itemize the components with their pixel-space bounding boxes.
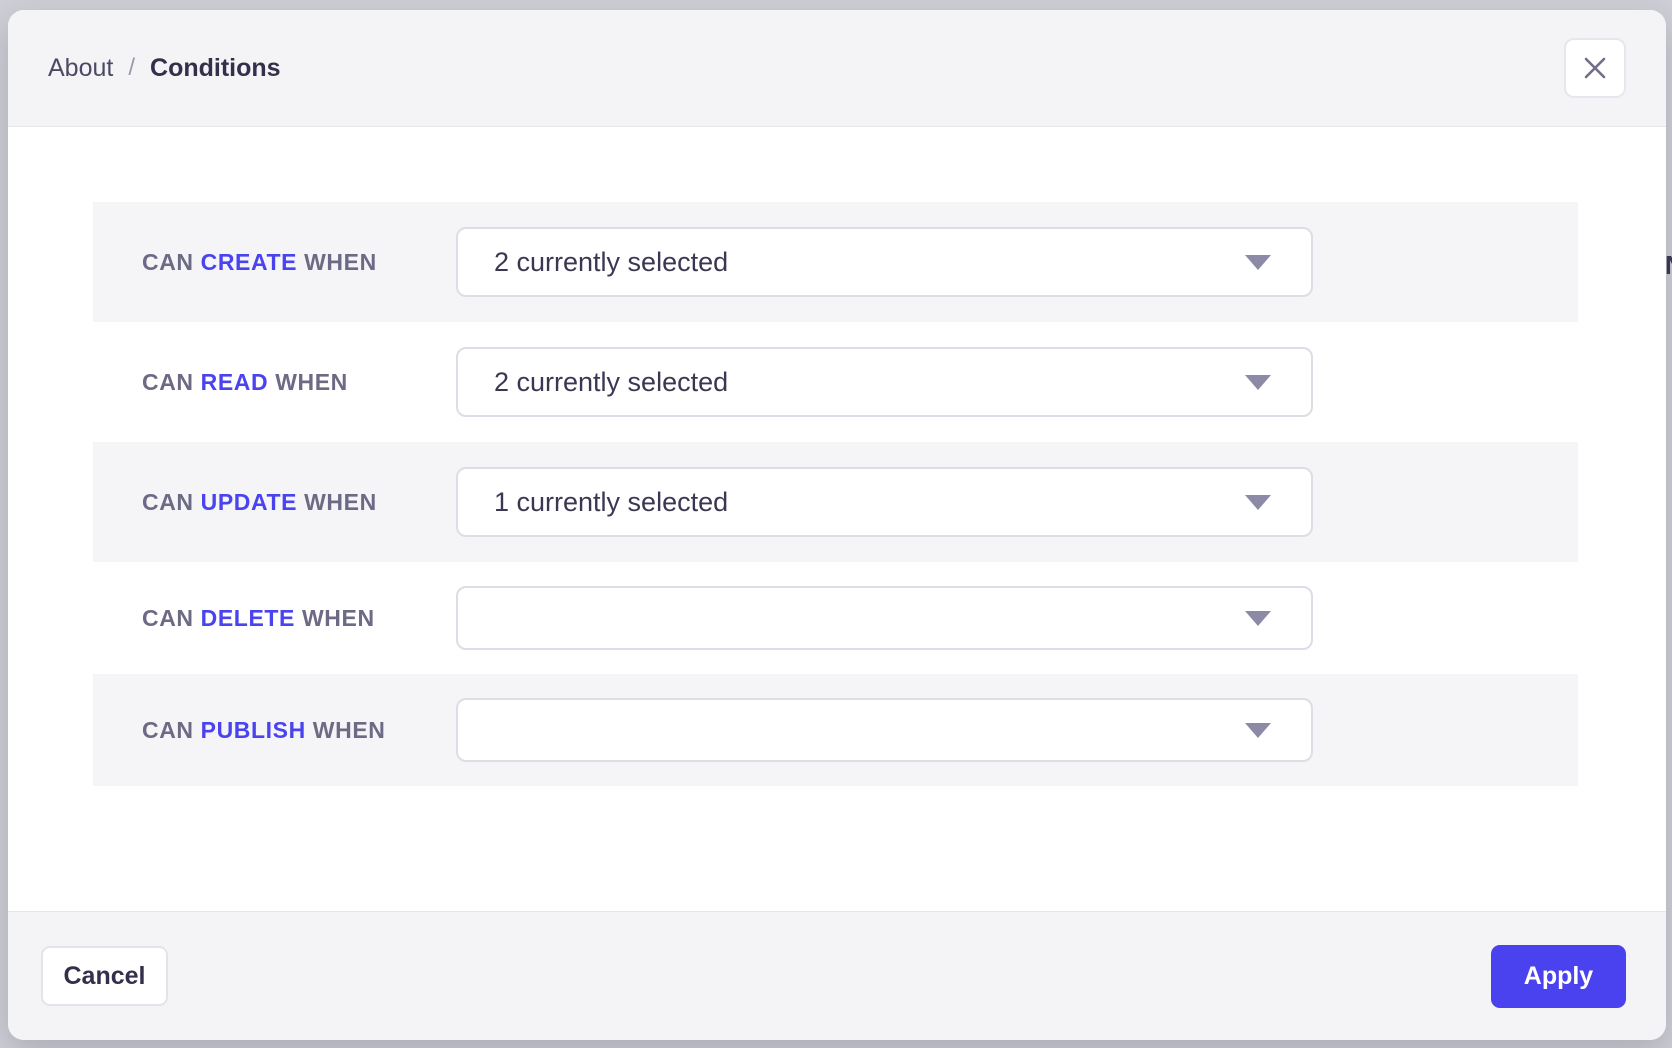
permission-row-read: CAN READ WHEN 2 currently selected: [93, 322, 1578, 442]
label-prefix: CAN: [142, 604, 194, 631]
label-prefix: CAN: [142, 488, 194, 515]
label-suffix: WHEN: [304, 248, 377, 275]
chevron-down-icon: [1245, 610, 1271, 626]
publish-conditions-dropdown[interactable]: [456, 698, 1313, 762]
label-action: READ: [200, 368, 269, 395]
dropdown-value: 2 currently selected: [494, 246, 729, 277]
permission-label-create: CAN CREATE WHEN: [142, 249, 456, 276]
chevron-down-icon: [1245, 494, 1271, 510]
permission-label-read: CAN READ WHEN: [142, 369, 456, 396]
modal-footer: Cancel Apply: [8, 911, 1666, 1040]
permission-row-update: CAN UPDATE WHEN 1 currently selected: [93, 442, 1578, 562]
breadcrumb-separator: /: [128, 54, 136, 81]
conditions-modal: About / Conditions CAN CREATE WHEN: [8, 10, 1666, 1040]
chevron-down-icon: [1245, 374, 1271, 390]
label-prefix: CAN: [142, 248, 194, 275]
modal-body: CAN CREATE WHEN 2 currently selected CAN…: [8, 127, 1666, 911]
modal-header: About / Conditions: [8, 10, 1666, 127]
close-icon: [1584, 57, 1606, 79]
label-prefix: CAN: [142, 716, 194, 743]
permission-row-publish: CAN PUBLISH WHEN: [93, 674, 1578, 786]
permission-label-publish: CAN PUBLISH WHEN: [142, 717, 456, 744]
update-conditions-dropdown[interactable]: 1 currently selected: [456, 467, 1313, 537]
close-button[interactable]: [1564, 38, 1626, 98]
read-conditions-dropdown[interactable]: 2 currently selected: [456, 347, 1313, 417]
permission-row-create: CAN CREATE WHEN 2 currently selected: [93, 202, 1578, 322]
apply-button[interactable]: Apply: [1491, 944, 1626, 1008]
underlying-page-text-fragment: N: [1665, 250, 1672, 280]
label-suffix: WHEN: [304, 488, 377, 515]
create-conditions-dropdown[interactable]: 2 currently selected: [456, 227, 1313, 297]
label-prefix: CAN: [142, 368, 194, 395]
cancel-button[interactable]: Cancel: [41, 946, 168, 1006]
breadcrumb-item-about[interactable]: About: [48, 53, 114, 82]
breadcrumb-item-conditions: Conditions: [150, 53, 281, 82]
chevron-down-icon: [1245, 722, 1271, 738]
permission-row-delete: CAN DELETE WHEN: [93, 562, 1578, 674]
breadcrumb: About / Conditions: [48, 54, 281, 83]
label-action: UPDATE: [200, 488, 298, 515]
label-suffix: WHEN: [301, 604, 375, 631]
permission-label-delete: CAN DELETE WHEN: [142, 605, 456, 632]
label-action: PUBLISH: [200, 716, 306, 743]
chevron-down-icon: [1245, 254, 1271, 270]
delete-conditions-dropdown[interactable]: [456, 586, 1313, 650]
dropdown-value: 1 currently selected: [494, 486, 729, 517]
label-action: DELETE: [200, 604, 295, 631]
permission-label-update: CAN UPDATE WHEN: [142, 489, 456, 516]
permissions-list: CAN CREATE WHEN 2 currently selected CAN…: [93, 202, 1578, 786]
label-suffix: WHEN: [312, 716, 386, 743]
label-action: CREATE: [200, 248, 298, 275]
label-suffix: WHEN: [275, 368, 348, 395]
dropdown-value: 2 currently selected: [494, 366, 729, 397]
